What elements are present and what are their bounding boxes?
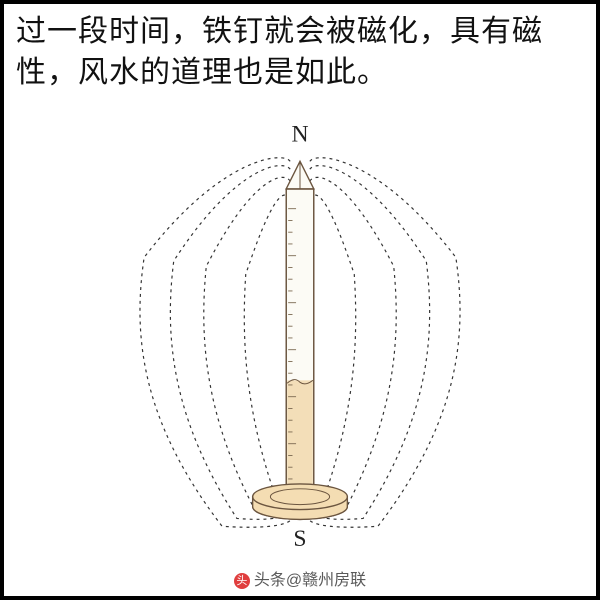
diagram-frame: 过一段时间，铁钉就会被磁化，具有磁性，风水的道理也是如此。 N S 头头条@赣州…	[0, 0, 600, 600]
south-pole-label: S	[293, 526, 306, 548]
footer-prefix: 头条	[254, 572, 286, 589]
source-attribution: 头头条@赣州房联	[4, 566, 596, 590]
iron-nail	[286, 161, 314, 488]
caption-text: 过一段时间，铁钉就会被磁化，具有磁性，风水的道理也是如此。	[16, 12, 584, 93]
toutiao-icon: 头	[234, 573, 250, 589]
north-pole-label: N	[291, 122, 308, 148]
magnet-diagram: N S	[4, 114, 596, 548]
footer-account: @赣州房联	[286, 572, 366, 589]
diagram-svg: N S	[4, 114, 596, 548]
coin-base	[253, 484, 348, 520]
